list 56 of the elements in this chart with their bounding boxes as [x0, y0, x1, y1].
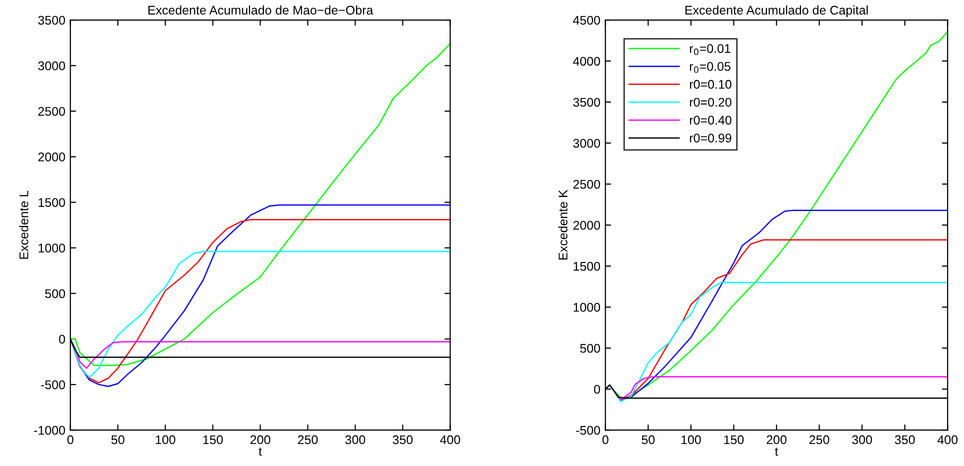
- x-tick-label: 350: [392, 435, 413, 444]
- x-tick-label: 0: [67, 435, 74, 444]
- y-tick-label: 1500: [574, 262, 600, 271]
- x-tick-label: 100: [156, 435, 176, 444]
- y-tick-label: 2000: [573, 220, 600, 230]
- line-series: [620, 239, 948, 400]
- chart-title: Excedente Acumulado de Capital: [685, 5, 868, 18]
- y-tick-label: 0: [59, 334, 66, 344]
- x-tick-label: 150: [203, 435, 223, 444]
- x-tick-label: 300: [852, 435, 872, 444]
- y-tick-label: 1000: [38, 244, 66, 253]
- x-tick-label: 400: [440, 435, 460, 444]
- y-tick-label: 500: [580, 344, 600, 353]
- x-tick-label: 400: [937, 435, 958, 444]
- y-tick-label: 0: [594, 384, 600, 394]
- x-axis-title: t: [258, 448, 262, 456]
- legend-label: r0=0.40: [690, 116, 732, 125]
- x-tick-label: 200: [766, 435, 786, 444]
- y-tick-label: 2500: [573, 180, 600, 189]
- legend-label: r0=0.20: [690, 98, 732, 107]
- legend-label: r0=0.10: [690, 80, 732, 89]
- x-tick-label: 250: [298, 435, 318, 444]
- y-tick-label: 2000: [38, 152, 66, 162]
- x-tick-label: 0: [602, 435, 608, 444]
- legend-label: r0=0.99: [690, 134, 732, 142]
- chart-title: Excedente Acumulado de Mao−de−Obra: [148, 5, 374, 15]
- line-series: [70, 43, 450, 366]
- legend-label: r$_{0}$=0.05: [690, 62, 730, 73]
- y-tick-label: 3500: [573, 98, 600, 107]
- y-tick-label: 1000: [574, 302, 600, 312]
- y-tick-label: 3000: [38, 61, 66, 70]
- x-axis-title: t: [774, 448, 778, 456]
- y-tick-label: 1500: [38, 198, 66, 207]
- x-tick-label: 300: [345, 435, 366, 444]
- y-tick-label: 3500: [38, 16, 66, 25]
- x-tick-label: 350: [894, 435, 915, 444]
- y-tick-label: 4500: [573, 16, 600, 25]
- line-series: [70, 250, 450, 378]
- y-tick-label: -500: [576, 426, 600, 435]
- x-tick-label: 50: [642, 435, 655, 444]
- y-tick-label: 500: [45, 289, 66, 298]
- y-tick-label: 2500: [38, 106, 66, 116]
- line-series: [620, 210, 948, 400]
- legend-label: r$_{0}$=0.01: [690, 44, 730, 55]
- line-series: [70, 338, 450, 369]
- x-tick-label: 150: [724, 435, 744, 444]
- y-tick-label: -1000: [34, 426, 66, 435]
- x-tick-label: 50: [111, 435, 124, 444]
- x-tick-label: 200: [250, 435, 270, 444]
- y-axis-title: Excedente K: [558, 190, 568, 260]
- y-tick-label: 4000: [573, 56, 600, 66]
- x-tick-label: 100: [681, 435, 701, 444]
- y-tick-label: 3000: [573, 138, 600, 148]
- x-tick-label: 250: [809, 435, 830, 444]
- y-axis-title: Excedente L: [19, 190, 28, 259]
- y-tick-label: -500: [41, 380, 66, 390]
